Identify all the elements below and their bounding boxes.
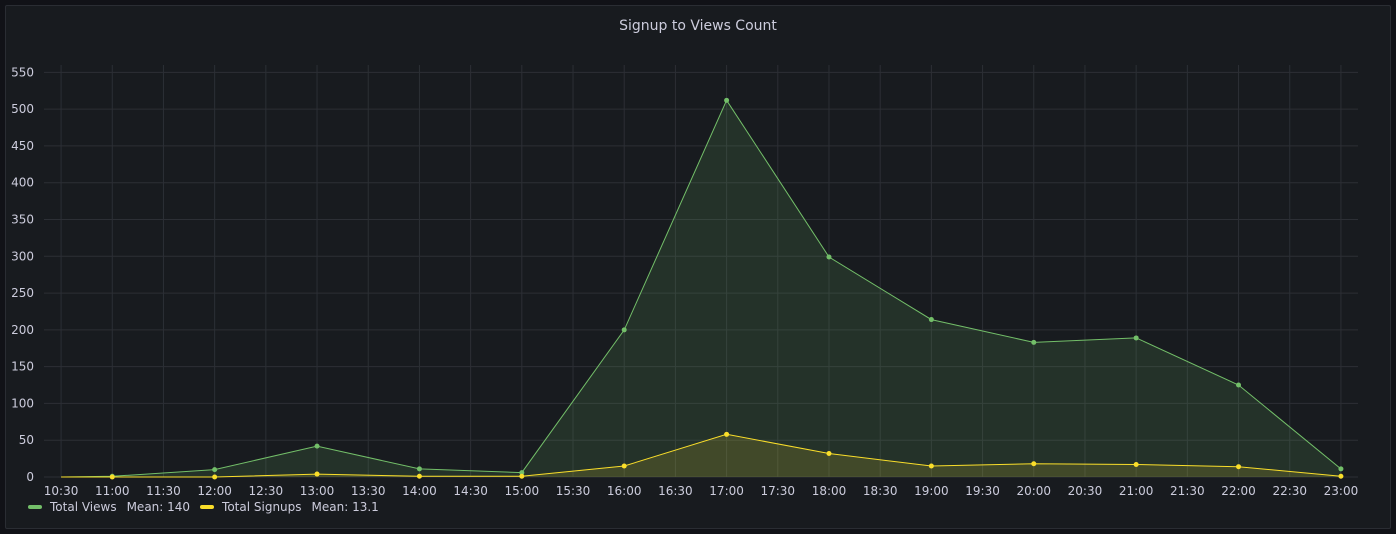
legend-mean-total-signups: Mean: 13.1 <box>311 500 379 514</box>
series-line-total-views <box>61 99 1342 478</box>
y-tick-label: 400 <box>11 176 34 190</box>
x-tick-label: 20:00 <box>1016 484 1051 498</box>
x-tick-label: 13:00 <box>300 484 335 498</box>
x-tick-label: 22:30 <box>1272 484 1307 498</box>
data-point-total-signups <box>519 473 525 479</box>
x-tick-label: 12:30 <box>249 484 284 498</box>
y-tick-label: 150 <box>11 360 34 374</box>
x-tick-label: 18:00 <box>812 484 847 498</box>
x-tick-label: 13:30 <box>351 484 386 498</box>
panel-title: Signup to Views Count <box>619 18 777 34</box>
data-point-total-views <box>621 327 627 333</box>
y-tick-label: 200 <box>11 323 34 337</box>
data-point-total-signups <box>212 474 218 480</box>
x-tick-label: 19:30 <box>965 484 1000 498</box>
data-point-total-signups <box>1338 473 1344 479</box>
y-tick-label: 500 <box>11 102 34 116</box>
data-point-total-signups <box>928 463 934 469</box>
legend-label-total-signups: Total Signups <box>222 500 302 514</box>
series-area-total-views <box>61 100 1341 478</box>
data-point-total-views <box>212 467 218 473</box>
legend-item-total-signups[interactable]: Total Signups Mean: 13.1 <box>200 500 379 514</box>
y-tick-label: 300 <box>11 249 34 263</box>
data-point-total-views <box>1338 466 1344 472</box>
x-tick-label: 16:30 <box>658 484 693 498</box>
y-tick-label: 450 <box>11 139 34 153</box>
series-area-total-signups <box>61 434 1341 477</box>
x-tick-label: 17:00 <box>709 484 744 498</box>
y-tick-label: 100 <box>11 396 34 410</box>
x-tick-label: 14:30 <box>453 484 488 498</box>
x-tick-label: 19:00 <box>914 484 949 498</box>
y-tick-label: 50 <box>19 433 34 447</box>
x-tick-label: 22:00 <box>1221 484 1256 498</box>
x-tick-label: 11:00 <box>95 484 130 498</box>
x-tick-label: 11:30 <box>146 484 181 498</box>
x-tick-label: 21:00 <box>1119 484 1154 498</box>
chart-legend: Total Views Mean: 140 Total Signups Mean… <box>28 500 389 514</box>
data-point-total-signups <box>416 473 422 479</box>
data-point-total-signups <box>1031 461 1037 467</box>
x-tick-label: 18:30 <box>863 484 898 498</box>
data-point-total-views <box>1133 335 1139 341</box>
data-point-total-signups <box>1133 461 1139 467</box>
x-tick-label: 23:00 <box>1324 484 1359 498</box>
data-point-total-signups <box>1236 464 1242 470</box>
x-tick-label: 10:30 <box>44 484 79 498</box>
x-tick-label: 16:00 <box>607 484 642 498</box>
data-point-total-views <box>519 470 525 476</box>
data-point-total-views <box>416 466 422 472</box>
series-line-total-signups <box>61 433 1341 478</box>
data-point-total-signups <box>109 474 115 480</box>
x-tick-label: 15:00 <box>505 484 540 498</box>
y-tick-label: 250 <box>11 286 34 300</box>
data-point-total-views <box>928 317 934 323</box>
x-tick-label: 14:00 <box>402 484 437 498</box>
data-point-total-signups <box>621 463 627 469</box>
data-point-total-views <box>724 97 730 103</box>
legend-swatch-total-signups <box>200 505 215 509</box>
legend-label-total-views: Total Views <box>50 500 117 514</box>
x-tick-label: 21:30 <box>1170 484 1205 498</box>
chart-panel: Signup to Views Count <box>5 5 1391 529</box>
x-tick-label: 12:00 <box>197 484 232 498</box>
data-point-total-views <box>1236 382 1242 388</box>
legend-swatch-total-views <box>28 505 42 509</box>
data-point-total-signups <box>314 471 320 477</box>
data-point-total-views <box>314 443 320 449</box>
x-tick-label: 20:30 <box>1068 484 1103 498</box>
legend-mean-total-views: Mean: 140 <box>126 500 191 514</box>
data-point-total-views <box>1031 339 1037 345</box>
y-tick-label: 550 <box>11 65 34 79</box>
y-tick-label: 0 <box>26 470 34 484</box>
legend-item-total-views[interactable]: Total Views Mean: 140 <box>28 500 190 514</box>
data-point-total-signups <box>724 431 730 437</box>
x-tick-label: 15:30 <box>556 484 591 498</box>
data-point-total-signups <box>826 450 832 456</box>
y-tick-label: 350 <box>11 213 34 227</box>
data-point-total-views <box>826 254 832 260</box>
x-tick-label: 17:30 <box>760 484 795 498</box>
